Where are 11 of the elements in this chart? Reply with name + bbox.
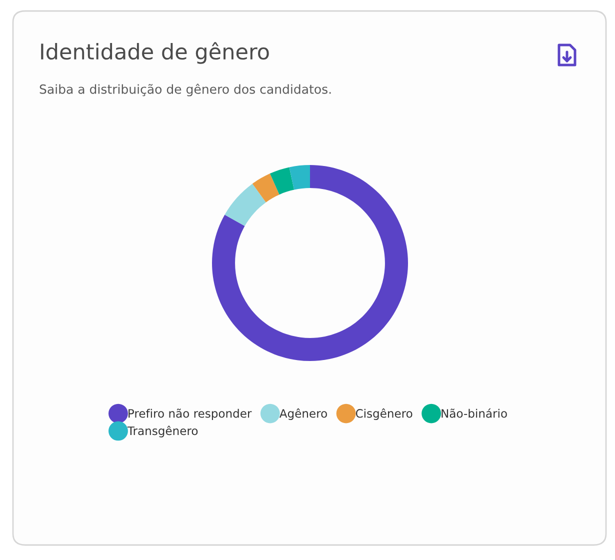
donut-slice	[224, 184, 266, 226]
legend-label: Prefiro não responder	[128, 408, 252, 420]
donut-slice	[212, 165, 408, 361]
donut-slice	[289, 165, 310, 190]
legend-label: Agênero	[279, 408, 327, 420]
chart-subtitle: Saiba a distribuição de gênero dos candidatos.	[40, 84, 331, 96]
donut-slice	[270, 167, 294, 195]
legend-label: Cisgênero	[356, 408, 412, 420]
legend-label: Não-binário	[442, 408, 507, 418]
chart-title: Identidade de gênero	[41, 42, 269, 64]
donut-slice	[252, 174, 280, 202]
